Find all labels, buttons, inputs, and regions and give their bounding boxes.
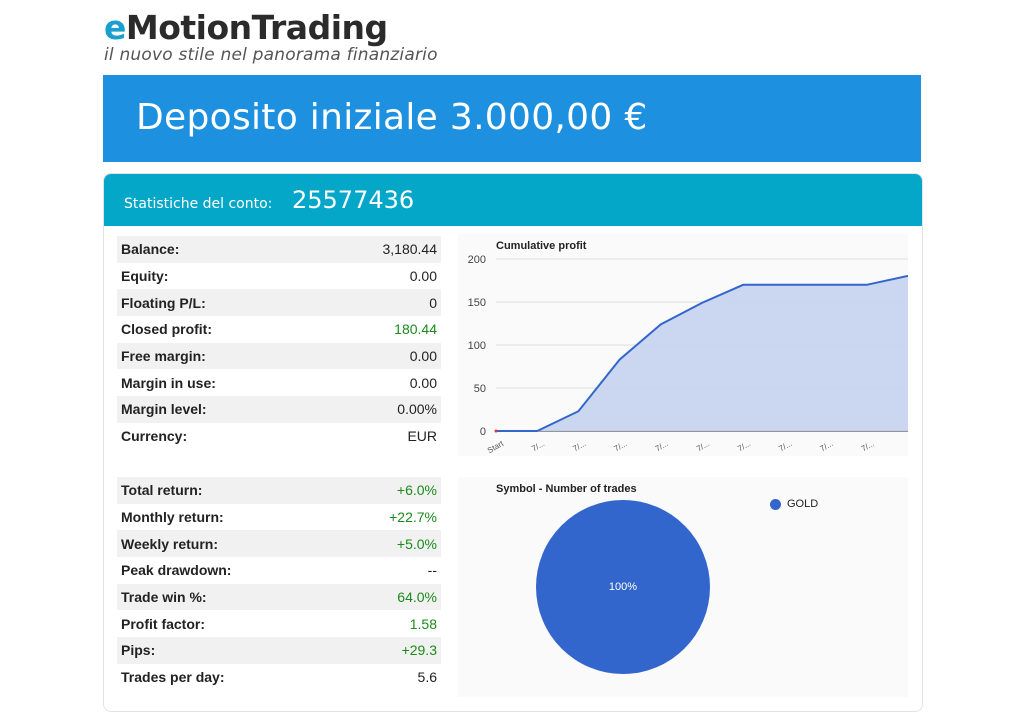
account-stats-header: Statistiche del conto: 25577436 bbox=[104, 174, 922, 226]
stat-row: Margin level: 0.00% bbox=[117, 396, 441, 423]
stat-row: Closed profit: 180.44 bbox=[117, 316, 441, 343]
x-tick-label: 7/... bbox=[819, 439, 835, 453]
x-tick-label: 7/... bbox=[530, 439, 546, 453]
return-stat-row: Total return: +6.0% bbox=[117, 477, 441, 504]
stat-value: 180.44 bbox=[394, 321, 437, 338]
return-stat-value: +22.7% bbox=[389, 509, 437, 526]
stat-row: Balance: 3,180.44 bbox=[117, 236, 441, 263]
x-tick-label: Start bbox=[486, 439, 506, 456]
stat-value: 0.00 bbox=[409, 268, 437, 285]
x-tick-label: 7/... bbox=[777, 439, 793, 453]
y-tick-label: 200 bbox=[468, 254, 486, 266]
x-tick-label: 7/... bbox=[571, 439, 587, 453]
cumulative-profit-chart: Cumulative profit 0 50 100 150 200 Start 7/...… bbox=[458, 234, 909, 456]
return-stat-row: Weekly return: +5.0% bbox=[117, 530, 441, 558]
brand-tagline: il nuovo stile nel panorama finanziario bbox=[104, 45, 438, 65]
profit-area bbox=[496, 275, 908, 431]
return-stat-label: Trades per day: bbox=[121, 669, 225, 686]
brand-logo-rest: MotionTrading bbox=[125, 8, 388, 47]
x-tick-label: 7/... bbox=[654, 439, 670, 453]
return-stat-label: Profit factor: bbox=[121, 615, 205, 632]
x-tick-label: 7/... bbox=[613, 439, 629, 453]
profit-line bbox=[496, 274, 909, 432]
y-tick-label: 100 bbox=[468, 340, 486, 352]
deposit-banner: Deposito iniziale 3.000,00 € bbox=[103, 75, 921, 162]
return-stat-row: Peak drawdown: -- bbox=[117, 557, 441, 584]
stat-value: 0.00 bbox=[409, 348, 437, 365]
stat-value: 0.00 bbox=[409, 374, 437, 391]
stat-value: 0.00% bbox=[397, 401, 437, 418]
return-stat-value: -- bbox=[427, 562, 437, 579]
return-stat-value: +29.3 bbox=[401, 642, 437, 659]
cumulative-profit-svg: 0 50 100 150 200 Start 7/... 7/... 7/... 7/... 7/.… bbox=[468, 254, 909, 456]
y-tick-label: 150 bbox=[468, 297, 486, 309]
brand-logo[interactable]: eMotionTrading bbox=[104, 8, 438, 48]
stat-label: Free margin: bbox=[121, 348, 206, 365]
return-stat-row: Profit factor: 1.58 bbox=[117, 610, 441, 637]
return-stat-label: Monthly return: bbox=[121, 509, 224, 526]
stat-label: Margin level: bbox=[121, 401, 207, 418]
deposit-banner-text: Deposito iniziale 3.000,00 € bbox=[136, 97, 648, 138]
stat-label: Equity: bbox=[121, 268, 169, 285]
pie-slice-label: 100% bbox=[609, 581, 637, 593]
trades-by-symbol-svg: 100% bbox=[536, 500, 710, 674]
stat-row: Floating P/L: 0 bbox=[117, 289, 441, 317]
return-stat-row: Monthly return: +22.7% bbox=[117, 504, 441, 531]
return-stat-value: 5.6 bbox=[417, 669, 437, 686]
account-stats-label: Statistiche del conto: bbox=[124, 196, 273, 212]
return-stat-value: +6.0% bbox=[396, 482, 437, 499]
y-tick-label: 0 bbox=[480, 426, 486, 438]
return-stat-value: 64.0% bbox=[397, 589, 437, 606]
stat-row: Currency: EUR bbox=[117, 423, 441, 450]
x-tick-label: 7/... bbox=[860, 439, 876, 453]
return-stat-row: Trades per day: 5.6 bbox=[117, 664, 441, 691]
pie-legend: GOLD bbox=[770, 498, 818, 510]
pie-legend-gold-label: GOLD bbox=[787, 498, 819, 510]
x-tick-label: 7/... bbox=[695, 439, 711, 453]
stat-label: Currency: bbox=[121, 428, 188, 445]
y-tick-label: 50 bbox=[474, 383, 486, 395]
stat-label: Closed profit: bbox=[121, 321, 212, 338]
account-stats-table: Balance: 3,180.44 Equity: 0.00 Floating P/L:… bbox=[117, 236, 441, 450]
return-stat-label: Trade win %: bbox=[121, 589, 207, 606]
stat-label: Margin in use: bbox=[121, 374, 216, 391]
return-stat-label: Pips: bbox=[121, 642, 156, 659]
stat-label: Floating P/L: bbox=[121, 294, 206, 311]
profit-start-point bbox=[494, 429, 498, 433]
stat-row: Free margin: 0.00 bbox=[117, 342, 441, 370]
stat-label: Balance: bbox=[121, 241, 180, 258]
pie-slice-gold bbox=[536, 500, 710, 674]
trades-by-symbol-title: Symbol - Number of trades bbox=[496, 483, 637, 495]
brand-logo-first: e bbox=[104, 8, 126, 47]
return-stats-table: Total return: +6.0% Monthly return: +22.7% W… bbox=[117, 477, 441, 691]
stat-value: EUR bbox=[407, 428, 437, 445]
stat-value: 3,180.44 bbox=[382, 241, 438, 258]
return-stat-label: Total return: bbox=[121, 482, 203, 499]
return-stat-label: Weekly return: bbox=[121, 535, 218, 552]
return-stat-value: +5.0% bbox=[396, 535, 437, 552]
return-stat-row: Pips: +29.3 bbox=[117, 637, 441, 664]
stat-row: Equity: 0.00 bbox=[117, 263, 441, 290]
return-stat-value: 1.58 bbox=[409, 615, 437, 632]
x-tick-label: 7/... bbox=[736, 439, 752, 453]
return-stat-label: Peak drawdown: bbox=[121, 562, 232, 579]
return-stat-row: Trade win %: 64.0% bbox=[117, 583, 441, 611]
cumulative-profit-title: Cumulative profit bbox=[496, 240, 587, 252]
pie-legend-gold-swatch bbox=[770, 498, 781, 510]
stat-row: Margin in use: 0.00 bbox=[117, 369, 441, 396]
trades-by-symbol-chart: Symbol - Number of trades 100% bbox=[458, 477, 908, 697]
account-number: 25577436 bbox=[292, 186, 415, 214]
brand: eMotionTrading il nuovo stile nel panora… bbox=[104, 8, 438, 65]
stat-value: 0 bbox=[429, 294, 437, 311]
